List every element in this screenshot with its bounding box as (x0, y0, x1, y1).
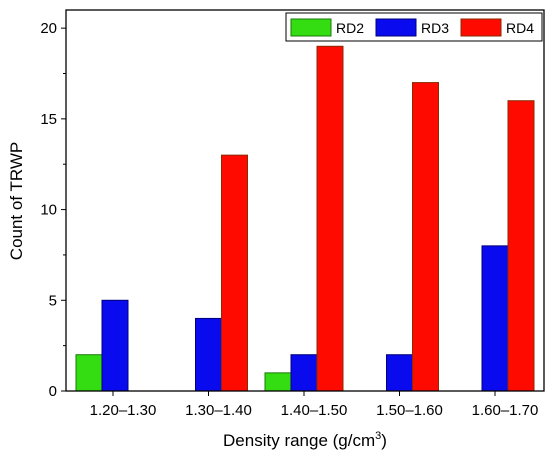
legend-label-rd3: RD3 (421, 20, 449, 36)
bar-rd3-5 (481, 245, 509, 392)
bar-rd3-3 (290, 354, 318, 392)
bar-rd3-2 (195, 317, 222, 392)
bar-rd4-2 (221, 154, 248, 392)
x-tick-label-2: 1.30–1.40 (185, 402, 252, 419)
y-tick-label-10: 10 (40, 202, 57, 219)
y-tick-label-20: 20 (40, 20, 57, 37)
x-tick-label-5: 1.60–1.70 (472, 402, 539, 419)
bar-rd3-1 (101, 299, 129, 392)
legend-swatch-rd4 (460, 18, 502, 37)
x-tick-label-1: 1.20–1.30 (90, 402, 157, 419)
x-tick-label-4: 1.50–1.60 (376, 402, 443, 419)
bar-rd2-1 (75, 354, 103, 392)
x-axis-title-superscript: 3 (375, 430, 381, 442)
y-tick-label-0: 0 (49, 383, 57, 400)
bar-rd3-4 (386, 354, 413, 392)
legend-label-rd4: RD4 (506, 20, 534, 36)
legend: RD2 RD3 RD4 (285, 12, 543, 42)
bars-layer (75, 45, 535, 392)
bar-rd4-4 (412, 82, 439, 392)
x-tick-label-3: 1.40–1.50 (281, 402, 348, 419)
plot-frame (65, 9, 545, 392)
y-tick-label-15: 15 (40, 111, 57, 128)
y-tick-label-5: 5 (49, 292, 57, 309)
legend-swatch-rd3 (375, 18, 417, 37)
bar-rd4-5 (507, 100, 535, 392)
x-axis-title: Density range (g/cm3) (223, 430, 387, 450)
legend-swatch-rd2 (290, 18, 332, 37)
bar-rd4-3 (316, 45, 344, 392)
y-axis-ticks: 0 5 10 15 20 (40, 20, 66, 400)
x-axis-title-end: ) (381, 431, 387, 450)
x-axis-title-main: Density range (g/cm (223, 431, 375, 450)
bar-rd2-3 (264, 372, 292, 392)
y-axis-title: Count of TRWP (7, 142, 26, 260)
x-axis-ticks: 1.20–1.30 1.30–1.40 1.40–1.50 1.50–1.60 1.60… (90, 391, 539, 419)
legend-label-rd2: RD2 (336, 20, 364, 36)
